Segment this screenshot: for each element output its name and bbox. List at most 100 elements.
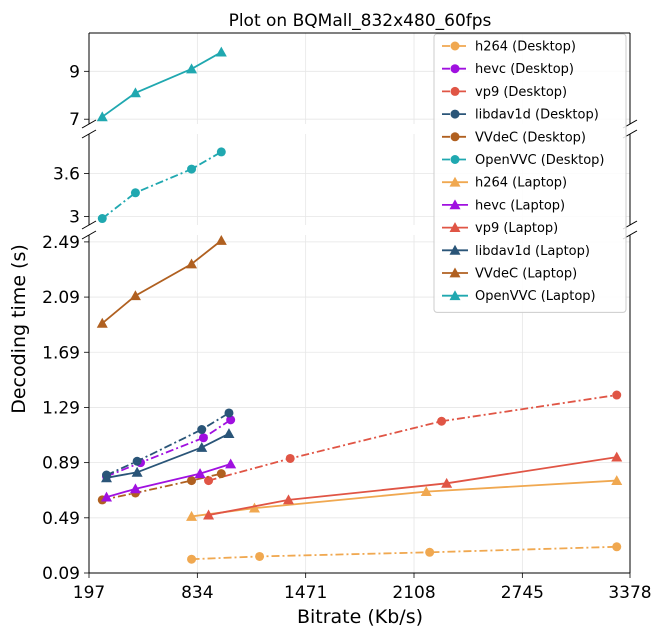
data-point <box>186 510 198 521</box>
data-point <box>611 475 623 485</box>
series-line <box>102 472 222 501</box>
data-point <box>101 491 113 502</box>
legend-item: VVdeC (Laptop) <box>442 267 577 282</box>
series-layer <box>96 46 623 564</box>
legend-marker <box>449 199 461 210</box>
legend-item: libdav1d (Desktop) <box>442 108 599 123</box>
legend-marker <box>450 41 460 51</box>
legend-item: h264 (Laptop) <box>442 176 567 191</box>
data-point <box>132 456 142 466</box>
legend-item: OpenVVC (Desktop) <box>442 153 604 168</box>
data-point <box>612 542 622 552</box>
data-point <box>101 472 113 483</box>
x-tick-label: 2745 <box>501 583 544 603</box>
data-point <box>225 458 237 469</box>
axis-break-mark <box>81 220 97 230</box>
data-point <box>224 408 234 418</box>
legend-marker <box>450 155 460 164</box>
data-point <box>96 111 108 122</box>
series-line <box>106 419 232 478</box>
y-tick-label: 1.69 <box>42 343 80 363</box>
legend-box <box>433 33 627 313</box>
data-point <box>215 235 227 245</box>
legend-item: h264 (Desktop) <box>442 40 576 55</box>
data-point <box>186 63 198 74</box>
data-point <box>282 494 294 505</box>
series-line <box>106 412 230 476</box>
legend-label: OpenVVC (Desktop) <box>475 153 604 168</box>
legend-marker <box>449 222 461 232</box>
legend-label: vp9 (Desktop) <box>475 85 567 100</box>
legend-marker <box>450 109 460 119</box>
data-point <box>226 415 236 425</box>
legend-label: OpenVVC (Laptop) <box>475 289 596 304</box>
data-point <box>196 441 208 452</box>
y-tick-label: 3.6 <box>53 164 80 184</box>
data-point <box>129 87 141 98</box>
x-tick-label: 3378 <box>608 583 651 603</box>
legend-label: vp9 (Laptop) <box>475 221 558 236</box>
legend-marker <box>449 244 461 255</box>
legend-item: VVdeC (Desktop) <box>442 130 586 145</box>
y-tick-label: 2.09 <box>42 288 80 308</box>
data-point <box>97 214 107 224</box>
axis-break-mark <box>81 119 97 129</box>
data-point <box>248 502 260 513</box>
y-tick-label: 0.09 <box>42 564 80 584</box>
x-axis-title: Bitrate (Kb/s) <box>297 606 423 628</box>
series-line <box>208 456 617 516</box>
data-point <box>420 486 432 497</box>
data-point <box>187 164 197 174</box>
series-line <box>101 51 222 118</box>
legend-label: VVdeC (Desktop) <box>475 130 586 145</box>
series-h264-desktop <box>187 542 622 564</box>
axis-break-mark <box>81 129 97 139</box>
y-tick-label: 0.49 <box>42 509 80 529</box>
data-point <box>285 453 295 463</box>
y-tick-label: 9 <box>69 62 80 82</box>
y-axis-title: Decoding time (s) <box>8 244 30 414</box>
data-point <box>425 547 435 557</box>
y-tick-label: 0.89 <box>42 454 80 474</box>
legend-item: vp9 (Laptop) <box>442 221 558 236</box>
data-point <box>187 476 197 486</box>
legend-label: h264 (Desktop) <box>475 40 576 55</box>
series-libdav1d-laptop <box>101 428 235 483</box>
series-vp9-laptop <box>203 451 623 520</box>
axis-break-mark <box>81 230 97 240</box>
x-tick-label: 834 <box>181 583 213 603</box>
series-h264-laptop <box>186 475 623 521</box>
data-point <box>437 416 447 426</box>
series-openvvc-laptop <box>96 46 227 122</box>
x-tick-label: 1471 <box>284 583 327 603</box>
legend-item: vp9 (Desktop) <box>442 85 567 100</box>
legend-item: libdav1d (Laptop) <box>442 244 590 259</box>
x-tick-label: 197 <box>73 583 105 603</box>
data-point <box>216 147 226 157</box>
data-point <box>131 466 143 477</box>
legend-label: hevc (Laptop) <box>475 198 565 213</box>
data-point <box>611 451 623 462</box>
series-vvdec-desktop <box>97 469 226 505</box>
data-point <box>197 425 207 435</box>
x-tick-label: 2108 <box>392 583 435 603</box>
series-vvdec-laptop <box>96 235 227 328</box>
legend-marker <box>450 86 460 96</box>
data-point <box>186 258 198 269</box>
legend-item: hevc (Desktop) <box>442 62 574 77</box>
data-point <box>96 317 108 328</box>
legend-marker <box>449 176 461 187</box>
legend-label: hevc (Desktop) <box>475 62 574 77</box>
data-point <box>130 188 140 198</box>
y-tick-label: 3 <box>69 207 80 227</box>
series-openvvc-desktop <box>97 147 226 224</box>
data-point <box>612 390 622 400</box>
data-point <box>129 483 141 494</box>
legend-item: hevc (Laptop) <box>442 198 565 213</box>
axes-frame <box>81 32 638 574</box>
series-line <box>101 239 222 324</box>
data-point <box>187 554 197 564</box>
legend-marker <box>449 267 461 278</box>
legend-label: VVdeC (Laptop) <box>475 267 577 282</box>
